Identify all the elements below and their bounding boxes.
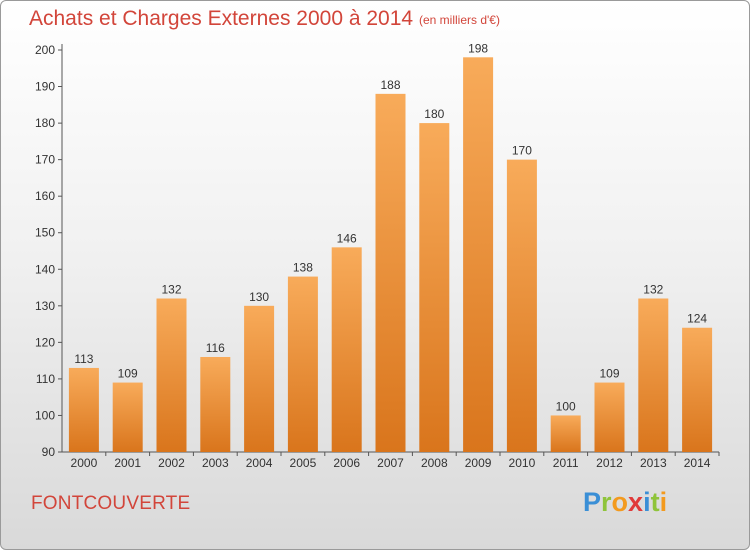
y-tick-label: 200 <box>35 43 55 57</box>
x-tick-label-2005: 2005 <box>290 456 317 470</box>
y-tick-label: 110 <box>36 372 55 386</box>
x-tick-label-2007: 2007 <box>377 456 404 470</box>
x-tick-label-2000: 2000 <box>71 456 98 470</box>
bar-2002 <box>156 298 187 452</box>
bar-2010 <box>506 159 537 453</box>
bar-2003 <box>200 356 231 452</box>
bar-2013 <box>638 298 669 452</box>
x-tick-label-2012: 2012 <box>596 456 623 470</box>
data-label-2005: 138 <box>293 261 313 275</box>
x-tick-label-2001: 2001 <box>114 456 141 470</box>
y-tick-label: 180 <box>35 116 55 130</box>
y-tick-label: 100 <box>35 408 55 422</box>
bar-2011 <box>550 415 581 452</box>
x-tick-label-2002: 2002 <box>158 456 185 470</box>
logo-letter: r <box>601 487 612 517</box>
logo-letter: t <box>650 487 660 517</box>
x-tick-label-2008: 2008 <box>421 456 448 470</box>
x-tick-label-2004: 2004 <box>246 456 273 470</box>
y-tick-label: 130 <box>35 299 55 313</box>
x-tick-label-2003: 2003 <box>202 456 229 470</box>
x-tick-label-2006: 2006 <box>333 456 360 470</box>
bar-2005 <box>287 276 318 452</box>
logo-letter: i <box>643 487 651 517</box>
chart-title: Achats et Charges Externes 2000 à 2014 <box>29 7 414 30</box>
y-tick-label: 170 <box>35 153 55 167</box>
logo-letter: i <box>659 487 668 517</box>
bar-2009 <box>463 57 494 453</box>
chart-unit-note: (en milliers d'€) <box>419 13 500 27</box>
data-label-2004: 130 <box>249 290 269 304</box>
y-tick-label: 120 <box>35 335 55 349</box>
bar-2004 <box>244 305 275 452</box>
data-label-2014: 124 <box>687 312 707 326</box>
data-label-2000: 113 <box>74 352 93 366</box>
x-tick-label-2010: 2010 <box>509 456 536 470</box>
data-label-2009: 198 <box>468 41 488 55</box>
data-label-2012: 109 <box>599 367 619 381</box>
y-tick-label: 160 <box>35 189 55 203</box>
logo-letter: P <box>583 487 602 517</box>
data-label-2001: 109 <box>118 367 138 381</box>
x-tick-label-2014: 2014 <box>684 456 711 470</box>
y-tick-label: 90 <box>42 445 56 459</box>
data-label-2013: 132 <box>643 283 663 297</box>
bar-2014 <box>682 327 713 452</box>
x-tick-label-2013: 2013 <box>640 456 667 470</box>
location-name: FONTCOUVERTE <box>31 493 191 514</box>
y-tick-label: 190 <box>35 80 55 94</box>
x-tick-label-2009: 2009 <box>465 456 492 470</box>
data-label-2002: 132 <box>161 283 181 297</box>
data-label-2010: 170 <box>512 144 532 158</box>
bar-2008 <box>419 123 450 452</box>
x-tick-label-2011: 2011 <box>553 456 579 470</box>
bar-2012 <box>594 382 625 452</box>
data-label-2003: 116 <box>206 341 225 355</box>
logo-letter: x <box>628 487 644 517</box>
bar-2000 <box>68 367 99 452</box>
bar-2006 <box>331 247 362 452</box>
bar-2007 <box>375 93 406 452</box>
y-tick-label: 150 <box>35 226 55 240</box>
data-label-2008: 180 <box>424 107 444 121</box>
data-label-2006: 146 <box>337 231 357 245</box>
chart-data-labels: 113 109 132 116 130 138 146 188 180 198 170 100 109 1… <box>74 41 707 413</box>
logo-letter: o <box>611 487 629 517</box>
data-label-2011: 100 <box>556 399 576 413</box>
chart-bars <box>68 57 713 453</box>
data-label-2007: 188 <box>380 78 400 92</box>
y-tick-label: 140 <box>35 262 55 276</box>
proxiti-logo: Proxiti <box>583 487 667 518</box>
bar-2001 <box>112 382 143 452</box>
